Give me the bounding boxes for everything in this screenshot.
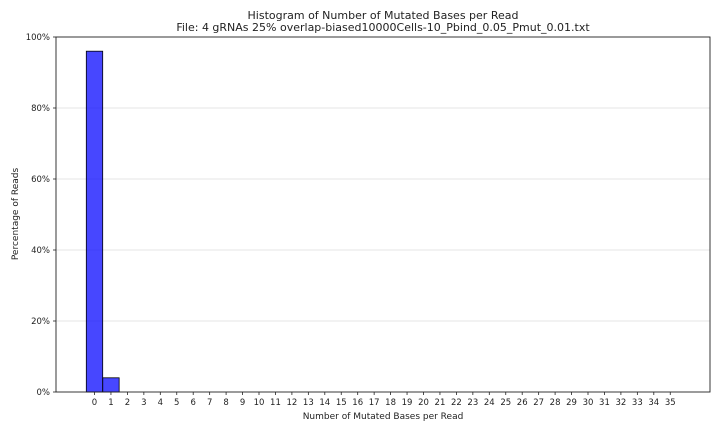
y-tick-label: 40% [31, 246, 50, 256]
x-tick-label: 6 [190, 398, 195, 408]
y-tick-label: 0% [37, 388, 51, 398]
chart-title: Histogram of Number of Mutated Bases per… [248, 9, 519, 22]
y-tick-label: 20% [31, 317, 50, 327]
x-tick-label: 3 [141, 398, 146, 408]
x-tick-label: 10 [254, 398, 265, 408]
x-tick-label: 27 [533, 398, 544, 408]
x-tick-label: 19 [402, 398, 413, 408]
x-tick-label: 14 [319, 398, 330, 408]
x-tick-label: 28 [550, 398, 561, 408]
x-tick-label: 30 [583, 398, 594, 408]
y-axis-label: Percentage of Reads [11, 168, 21, 261]
plot-frame [55, 36, 711, 393]
bars [85, 50, 120, 393]
x-tick-label: 9 [240, 398, 245, 408]
x-tick-label: 17 [369, 398, 380, 408]
y-tick-label: 60% [31, 175, 50, 185]
x-tick-label: 21 [435, 398, 446, 408]
bar-1 [102, 377, 120, 393]
x-tick-label: 8 [223, 398, 228, 408]
y-tick-label: 80% [31, 104, 50, 114]
x-tick-label: 18 [385, 398, 396, 408]
gridlines [56, 36, 710, 322]
x-tick-label: 22 [451, 398, 462, 408]
x-tick-label: 4 [158, 398, 163, 408]
x-tick-label: 2 [125, 398, 130, 408]
x-tick-label: 13 [303, 398, 314, 408]
axes-frame [55, 36, 711, 393]
x-tick-label: 35 [665, 398, 676, 408]
x-tick-label: 33 [632, 398, 643, 408]
y-tick-label: 100% [26, 33, 50, 43]
x-tick-label: 34 [648, 398, 659, 408]
x-axis-label: Number of Mutated Bases per Read [303, 412, 464, 422]
chart-subtitle: File: 4 gRNAs 25% overlap-biased10000Cel… [176, 21, 590, 34]
x-tick-label: 5 [174, 398, 179, 408]
x-tick-label: 23 [467, 398, 478, 408]
x-tick-label: 16 [352, 398, 363, 408]
x-tick-label: 25 [500, 398, 511, 408]
x-tick-label: 11 [270, 398, 281, 408]
x-tick-label: 29 [566, 398, 577, 408]
x-tick-label: 24 [484, 398, 495, 408]
y-ticks: 0% 20% 40% 60% 80% 100% [26, 33, 56, 398]
x-tick-label: 15 [336, 398, 347, 408]
x-tick-label: 0 [92, 398, 97, 408]
bar-0 [85, 50, 104, 393]
x-tick-label: 31 [599, 398, 610, 408]
x-tick-label: 20 [418, 398, 429, 408]
x-tick-label: 26 [517, 398, 528, 408]
x-tick-label: 7 [207, 398, 212, 408]
x-ticks: 0 1 2 3 4 5 6 7 8 9 10 11 12 13 14 15 16 17 18 19 20 21 22 23 24… [92, 392, 676, 408]
x-tick-label: 32 [615, 398, 626, 408]
x-tick-label: 1 [108, 398, 113, 408]
x-tick-label: 12 [286, 398, 297, 408]
